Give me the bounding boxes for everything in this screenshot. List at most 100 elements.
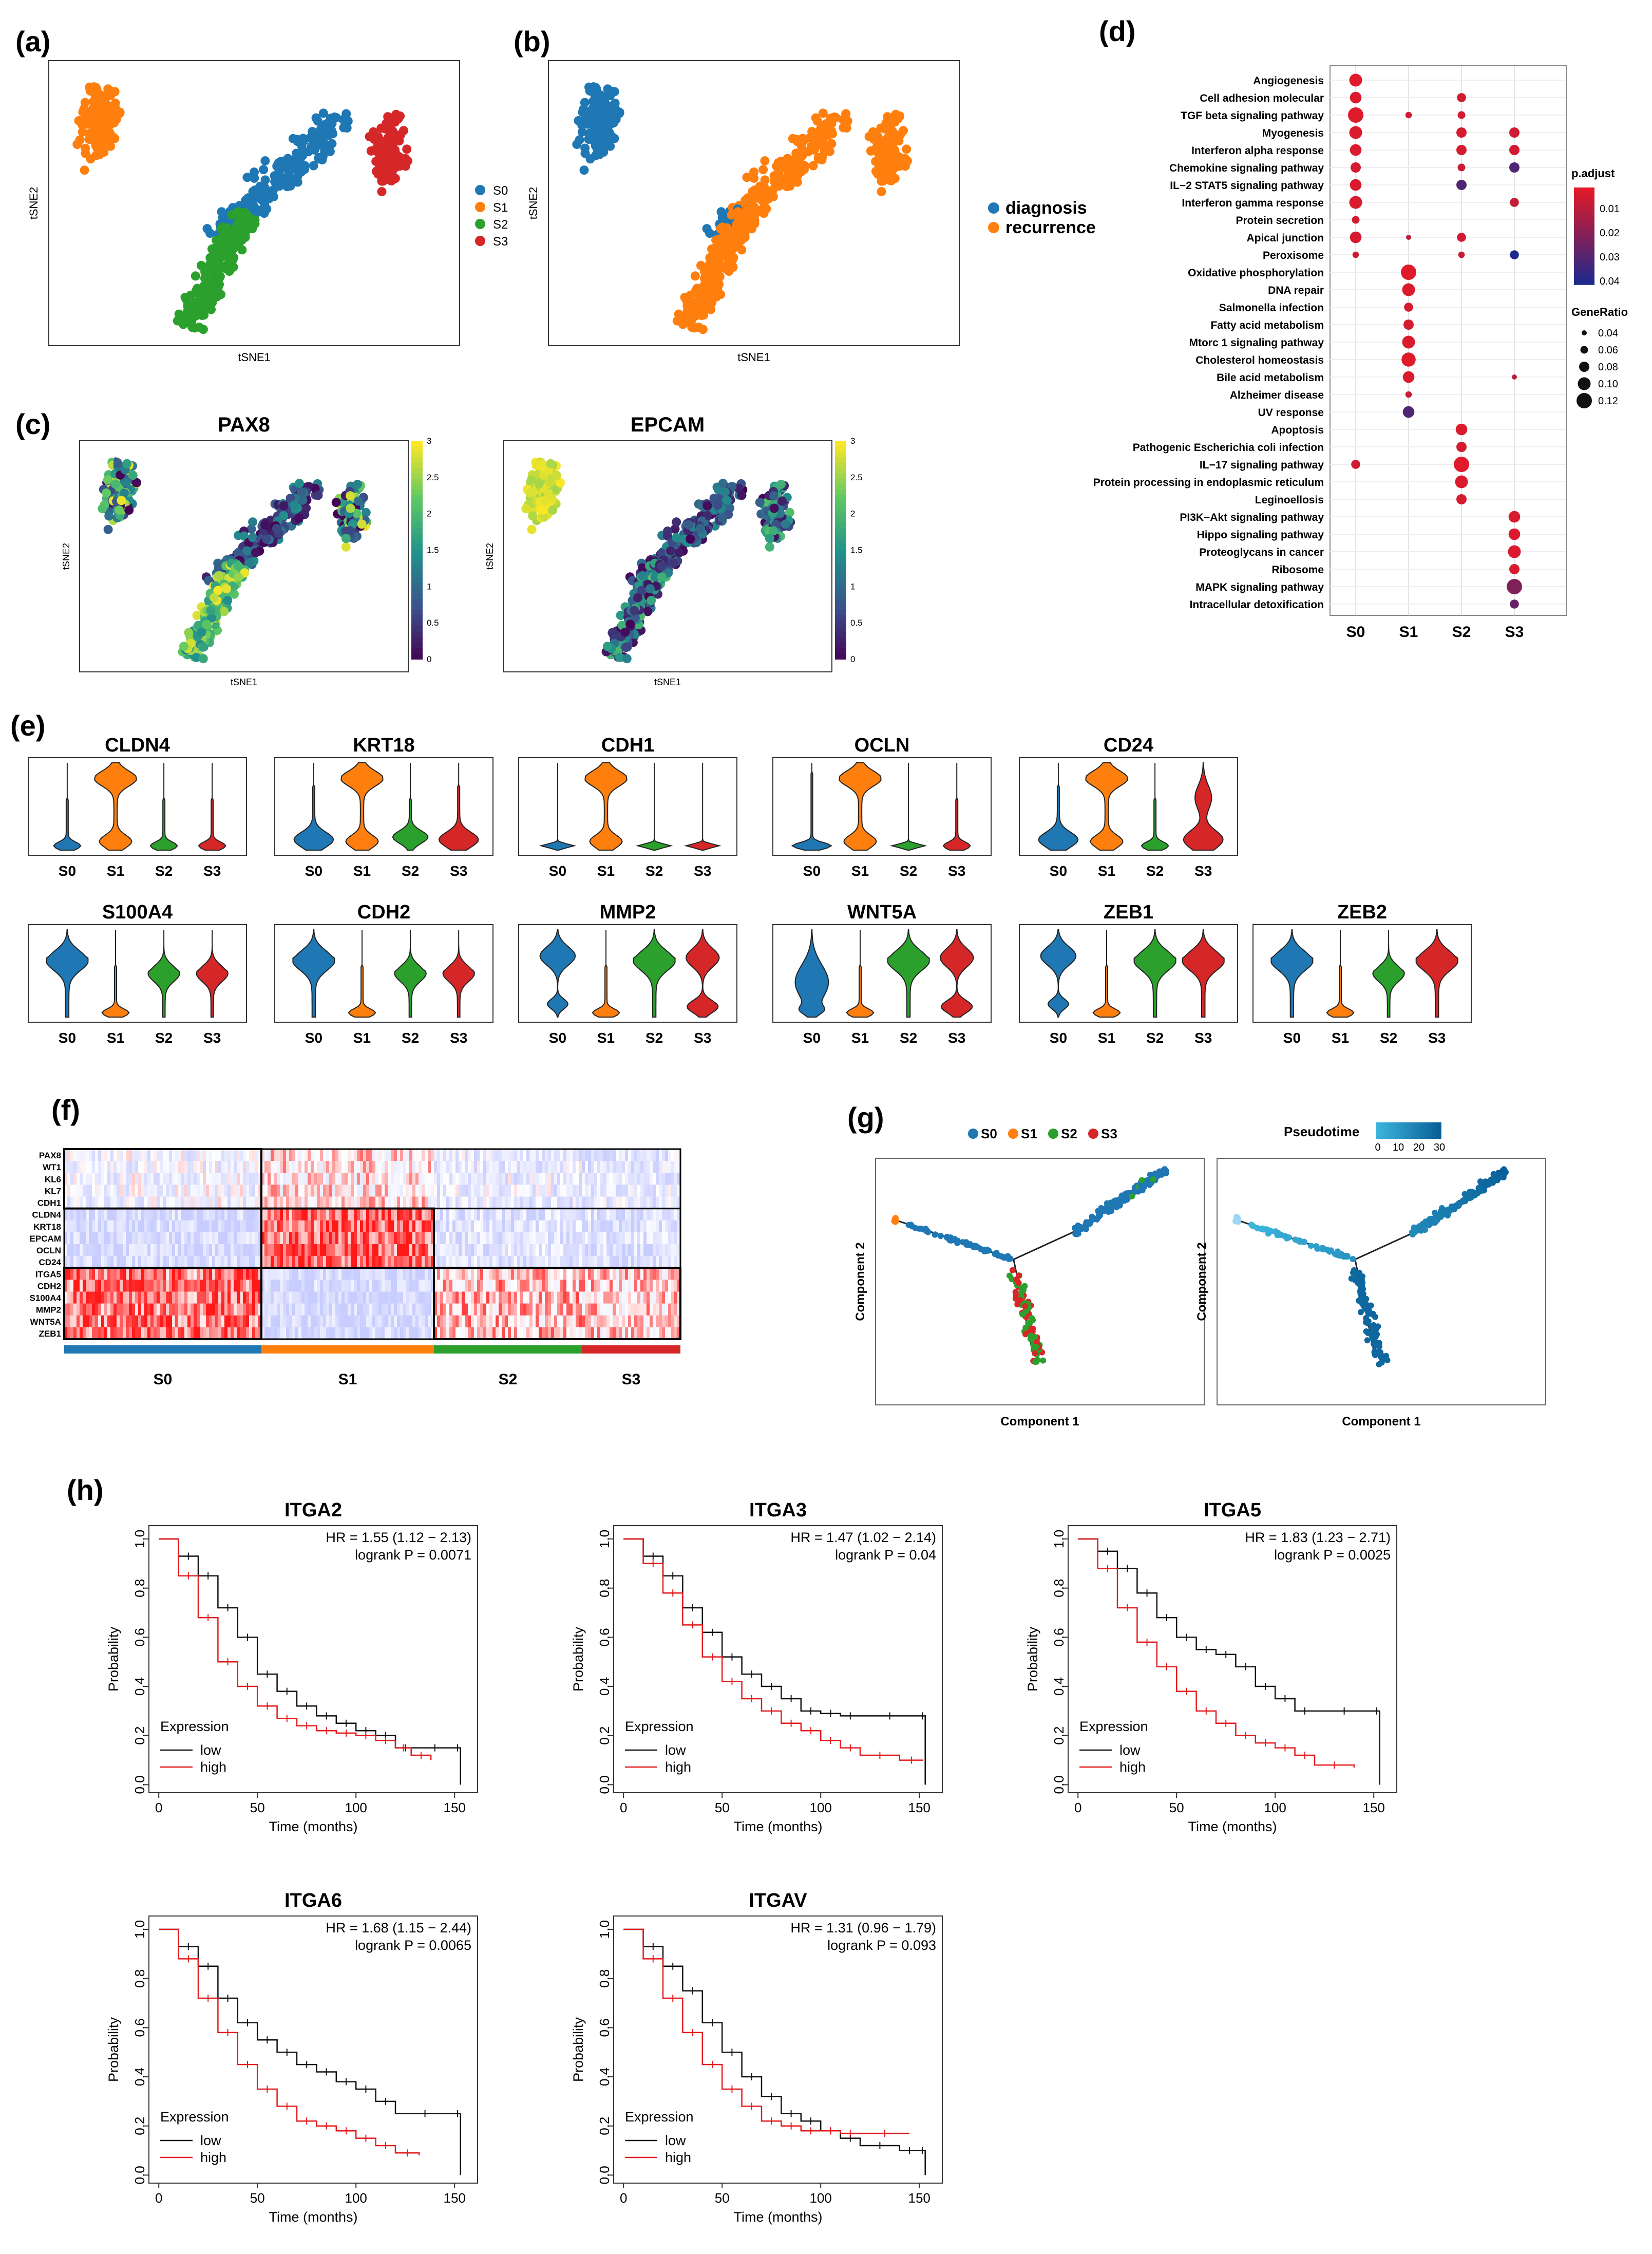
heatmap-cell xyxy=(200,1232,203,1245)
violin-x-tick: S0 xyxy=(803,863,821,879)
heatmap-cell xyxy=(576,1196,579,1209)
heatmap-cell xyxy=(163,1161,166,1173)
heatmap-cell xyxy=(573,1244,576,1256)
heatmap-cell xyxy=(406,1185,410,1197)
heatmap-cell xyxy=(366,1232,370,1245)
heatmap-cell xyxy=(86,1208,89,1221)
colorbar-segment xyxy=(835,615,846,622)
heatmap-cell xyxy=(295,1196,299,1209)
colorbar-segment xyxy=(411,560,423,567)
legend-marker-s0 xyxy=(475,185,485,195)
heatmap-cell xyxy=(459,1220,462,1233)
heatmap-cell xyxy=(280,1161,283,1173)
heatmap-cell xyxy=(419,1185,422,1197)
heatmap-cell xyxy=(628,1149,632,1161)
heatmap-cell xyxy=(172,1161,176,1173)
heatmap-cell xyxy=(428,1232,431,1245)
heatmap-cell xyxy=(277,1161,280,1173)
heatmap-cell xyxy=(446,1173,450,1185)
heatmap-cell xyxy=(363,1232,367,1245)
heatmap-cell xyxy=(616,1244,619,1256)
tsne-a-point xyxy=(218,222,227,232)
heatmap-cell xyxy=(369,1220,373,1233)
heatmap-cell xyxy=(354,1208,357,1221)
size-legend-dot xyxy=(1579,362,1589,372)
heatmap-cell xyxy=(203,1173,206,1185)
tsne-b-point xyxy=(712,249,721,259)
heatmap-cell xyxy=(489,1185,493,1197)
heatmap-cell xyxy=(542,1244,545,1256)
heatmap-cell xyxy=(573,1173,576,1185)
heatmap-cell xyxy=(206,1232,210,1245)
heatmap-cell xyxy=(610,1196,613,1209)
heatmap-cell xyxy=(569,1220,573,1233)
color-legend-segment xyxy=(1574,226,1594,230)
heatmap-cell xyxy=(634,1208,638,1221)
tsne-a-point xyxy=(309,161,318,171)
heatmap-cell xyxy=(80,1196,83,1209)
heatmap-cell xyxy=(569,1161,573,1173)
tsne-a-point xyxy=(391,109,401,119)
heatmap-cell xyxy=(573,1185,576,1197)
heatmap-cell xyxy=(274,1149,277,1161)
heatmap-cell xyxy=(597,1208,601,1221)
heatmap-cell xyxy=(243,1232,246,1245)
heatmap-cell xyxy=(224,1220,228,1233)
heatmap-cell xyxy=(419,1220,422,1233)
heatmap-cell xyxy=(338,1173,342,1185)
heatmap-cell xyxy=(206,1161,210,1173)
tsne-b-point xyxy=(838,115,848,124)
heatmap-cell xyxy=(471,1185,474,1197)
heatmap-cell xyxy=(440,1244,444,1256)
heatmap-cell xyxy=(499,1256,502,1268)
heatmap-cell xyxy=(665,1149,669,1161)
heatmap-cell xyxy=(203,1232,206,1245)
heatmap-cell xyxy=(406,1208,410,1221)
heatmap-cell xyxy=(496,1220,499,1233)
heatmap-cell xyxy=(533,1220,536,1233)
heatmap-cell xyxy=(505,1185,508,1197)
tsne-a-point xyxy=(242,224,252,234)
heatmap-cell xyxy=(434,1196,438,1209)
heatmap-cell xyxy=(582,1208,585,1221)
heatmap-cell xyxy=(157,1244,160,1256)
dot xyxy=(1508,511,1521,523)
heatmap-cell xyxy=(452,1232,456,1245)
color-legend-segment xyxy=(1574,281,1594,285)
tsne-b-point xyxy=(885,159,894,169)
tsne-b-point xyxy=(799,136,808,146)
heatmap-cell xyxy=(588,1208,592,1221)
heatmap-cell xyxy=(203,1161,206,1173)
heatmap-cell xyxy=(388,1161,391,1173)
heatmap-cell xyxy=(163,1232,166,1245)
heatmap-cell xyxy=(92,1208,96,1221)
heatmap-cell xyxy=(653,1220,656,1233)
heatmap-cell xyxy=(514,1208,518,1221)
heatmap-row-label: OCLN xyxy=(36,1246,61,1255)
heatmap-cell xyxy=(422,1208,425,1221)
heatmap-cell xyxy=(650,1208,653,1221)
heatmap-cell xyxy=(126,1232,129,1245)
heatmap-cell xyxy=(492,1161,496,1173)
heatmap-cell xyxy=(357,1256,360,1268)
heatmap-cell xyxy=(631,1161,635,1173)
heatmap-cell xyxy=(665,1173,669,1185)
colorbar-segment xyxy=(411,490,423,496)
heatmap-cell xyxy=(613,1173,616,1185)
heatmap-cell xyxy=(465,1208,468,1221)
heatmap-cell xyxy=(492,1256,496,1268)
heatmap-cell xyxy=(110,1208,114,1221)
colorbar-tick: 0.5 xyxy=(427,618,439,628)
heatmap-cell xyxy=(141,1196,145,1209)
heatmap-cell xyxy=(557,1256,561,1268)
heatmap-cell xyxy=(434,1149,438,1161)
heatmap-cell xyxy=(477,1185,481,1197)
heatmap-cell xyxy=(369,1149,373,1161)
tsne-a-point xyxy=(216,290,226,299)
heatmap-cell xyxy=(576,1220,579,1233)
heatmap-cell xyxy=(264,1220,268,1233)
heatmap-cell xyxy=(101,1161,105,1173)
heatmap-cell xyxy=(147,1256,151,1268)
heatmap-cell xyxy=(647,1196,650,1209)
heatmap-cell xyxy=(117,1196,120,1209)
